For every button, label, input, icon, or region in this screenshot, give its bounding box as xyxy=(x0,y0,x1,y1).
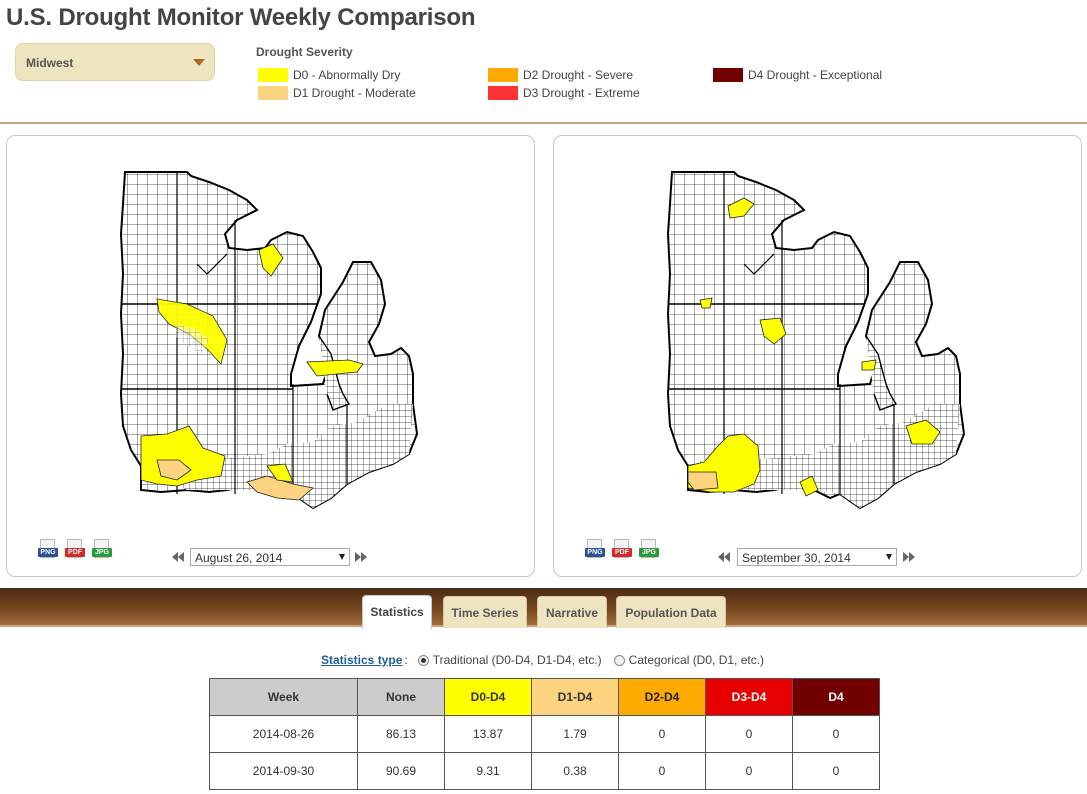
cell-d4: 0 xyxy=(792,752,880,790)
legend-label-d1: D1 Drought - Moderate xyxy=(293,86,416,100)
legend-item-d3: D3 Drought - Extreme xyxy=(488,85,640,101)
radio-traditional[interactable] xyxy=(417,654,429,666)
legend-item-d2: D2 Drought - Severe xyxy=(488,67,633,83)
legend-swatch-d4 xyxy=(713,68,743,82)
cell-none: 86.13 xyxy=(357,715,445,753)
download-jpg-icon[interactable]: JPG xyxy=(639,539,659,561)
legend-label-d0: D0 - Abnormally Dry xyxy=(293,68,401,82)
previous-week-icon[interactable] xyxy=(718,551,732,563)
map-panel-right: PNG PDF JPG September 30, 2014 xyxy=(553,135,1082,577)
download-pdf-icon[interactable]: PDF xyxy=(65,539,85,561)
cell-d4: 0 xyxy=(792,715,880,753)
date-select-left-value: August 26, 2014 xyxy=(195,551,283,565)
radio-categorical[interactable] xyxy=(613,654,625,666)
date-select-right-value: September 30, 2014 xyxy=(742,551,851,565)
tab-time-series[interactable]: Time Series xyxy=(443,596,527,628)
legend-label-d4: D4 Drought - Exceptional xyxy=(748,68,883,82)
col-header-d0-d4: D0-D4 xyxy=(444,678,532,716)
col-header-d4: D4 xyxy=(792,678,880,716)
statistics-type: Statistics type : Traditional (D0-D4, D1… xyxy=(321,653,764,667)
page-title: U.S. Drought Monitor Weekly Comparison xyxy=(6,4,476,31)
legend-item-d0: D0 - Abnormally Dry xyxy=(258,67,400,83)
table-header-row: Week None D0-D4 D1-D4 D2-D4 D3-D4 D4 xyxy=(209,678,880,716)
col-header-d2-d4: D2-D4 xyxy=(618,678,706,716)
cell-d2-d4: 0 xyxy=(618,752,706,790)
date-nav-right: September 30, 2014 xyxy=(718,548,918,566)
cell-week: 2014-09-30 xyxy=(209,752,358,790)
map-panel-left: PNG PDF JPG August 26, 2014 xyxy=(6,135,535,577)
tab-statistics[interactable]: Statistics xyxy=(362,595,432,629)
chevron-down-icon xyxy=(193,59,205,66)
header-divider xyxy=(0,122,1087,124)
cell-d3-d4: 0 xyxy=(705,752,793,790)
legend-item-d1: D1 Drought - Moderate xyxy=(258,85,416,101)
legend-title: Drought Severity xyxy=(256,45,353,59)
next-week-icon[interactable] xyxy=(902,551,916,563)
next-week-icon[interactable] xyxy=(354,551,368,563)
statistics-type-link[interactable]: Statistics type xyxy=(321,653,403,667)
legend-label-d3: D3 Drought - Extreme xyxy=(523,86,640,100)
cell-d0-d4: 13.87 xyxy=(444,715,532,753)
legend-label-d2: D2 Drought - Severe xyxy=(523,68,634,82)
tab-population-data[interactable]: Population Data xyxy=(616,596,726,628)
col-header-d1-d4: D1-D4 xyxy=(531,678,619,716)
cell-d0-d4: 9.31 xyxy=(444,752,532,790)
cell-d3-d4: 0 xyxy=(705,715,793,753)
cell-none: 90.69 xyxy=(357,752,445,790)
download-png-icon[interactable]: PNG xyxy=(585,539,605,561)
drought-map-right[interactable] xyxy=(664,164,974,519)
region-select-label: Midwest xyxy=(26,56,74,70)
legend-swatch-d1 xyxy=(258,86,288,100)
cell-d1-d4: 0.38 xyxy=(531,752,619,790)
chevron-down-icon xyxy=(339,554,345,560)
cell-week: 2014-08-26 xyxy=(209,715,358,753)
legend-swatch-d2 xyxy=(488,68,518,82)
statistics-table: Week None D0-D4 D1-D4 D2-D4 D3-D4 D4 201… xyxy=(209,678,880,790)
cell-d1-d4: 1.79 xyxy=(531,715,619,753)
radio-traditional-label: Traditional (D0-D4, D1-D4, etc.) xyxy=(432,653,602,667)
col-header-d3-d4: D3-D4 xyxy=(705,678,793,716)
col-header-none: None xyxy=(357,678,445,716)
download-png-icon[interactable]: PNG xyxy=(38,539,58,561)
date-nav-left: August 26, 2014 xyxy=(172,548,372,566)
legend-swatch-d0 xyxy=(258,68,288,82)
drought-map-left[interactable] xyxy=(117,164,427,519)
legend-swatch-d3 xyxy=(488,86,518,100)
previous-week-icon[interactable] xyxy=(172,551,186,563)
tab-narrative[interactable]: Narrative xyxy=(537,596,607,628)
download-pdf-icon[interactable]: PDF xyxy=(612,539,632,561)
legend-item-d4: D4 Drought - Exceptional xyxy=(713,67,882,83)
date-select-right[interactable]: September 30, 2014 xyxy=(737,548,897,566)
download-jpg-icon[interactable]: JPG xyxy=(92,539,112,561)
region-select[interactable]: Midwest xyxy=(15,43,215,81)
statistics-type-colon: : xyxy=(404,653,408,667)
table-row: 2014-08-26 86.13 13.87 1.79 0 0 0 xyxy=(209,715,880,753)
col-header-week: Week xyxy=(209,678,358,716)
table-row: 2014-09-30 90.69 9.31 0.38 0 0 0 xyxy=(209,752,880,790)
date-select-left[interactable]: August 26, 2014 xyxy=(190,548,350,566)
chevron-down-icon xyxy=(886,554,892,560)
cell-d2-d4: 0 xyxy=(618,715,706,753)
radio-categorical-label: Categorical (D0, D1, etc.) xyxy=(628,653,765,667)
